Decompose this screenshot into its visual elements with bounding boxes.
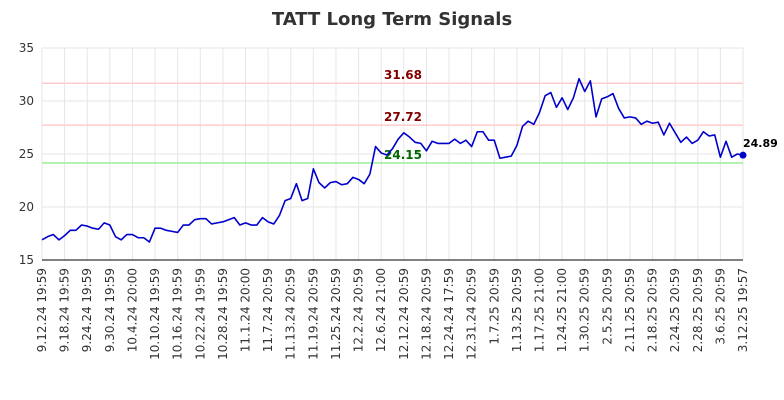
x-tick-label: 11.1.24 20:00 [239,268,253,352]
x-tick-label: 10.28.24 19:59 [216,268,230,360]
y-tick-label: 20 [19,200,34,214]
x-tick-label: 2.11.25 20:59 [623,268,637,352]
price-series-line [41,77,744,243]
y-tick-label: 15 [19,253,34,267]
x-axis-ticks: 9.12.24 19:59 9.18.24 19:59 9.24.24 19:59 9… [35,268,750,360]
x-tick-label: 1.13.25 20:59 [510,268,524,352]
signal-levels: 31.68 27.72 24.15 [42,68,743,164]
x-tick-label: 1.24.25 21:00 [555,268,569,352]
x-tick-label: 12.6.24 21:00 [374,268,388,352]
y-tick-label: 25 [19,147,34,161]
last-value-marker: 24.89 [739,137,778,159]
y-axis-ticks: 15 20 25 30 35 [19,41,34,267]
x-tick-label: 9.30.24 19:59 [103,268,117,352]
x-tick-label: 2.28.25 20:59 [691,268,705,352]
x-tick-label: 2.24.25 20:59 [668,268,682,352]
x-tick-label: 11.7.24 20:59 [261,268,275,352]
x-tick-label: 2.18.25 20:59 [646,268,660,352]
x-tick-label: 1.17.25 21:00 [532,268,546,352]
x-tick-label: 12.2.24 20:59 [352,268,366,352]
y-tick-label: 35 [19,41,34,55]
x-tick-label: 3.12.25 19:57 [736,268,750,352]
x-tick-label: 12.24.24 17:59 [442,268,456,360]
signal-level-label: 24.15 [384,148,422,162]
x-tick-label: 9.12.24 19:59 [35,268,49,352]
y-tick-label: 30 [19,94,34,108]
x-tick-label: 12.12.24 20:59 [397,268,411,360]
x-tick-label: 11.19.24 20:59 [306,268,320,360]
signal-level-label: 27.72 [384,110,422,124]
x-tick-label: 1.30.25 20:59 [578,268,592,352]
x-tick-label: 3.6.25 20:59 [713,268,727,345]
x-tick-label: 9.24.24 19:59 [80,268,94,352]
x-tick-label: 10.16.24 19:59 [171,268,185,360]
x-tick-label: 12.31.24 20:59 [465,268,479,360]
x-tick-label: 11.13.24 20:59 [284,268,298,360]
x-tick-label: 1.7.25 20:59 [487,268,501,345]
x-tick-label: 12.18.24 20:59 [419,268,433,360]
x-tick-label: 11.25.24 20:59 [329,268,343,360]
last-value-label: 24.89 [743,137,778,150]
x-tick-label: 2.5.25 20:59 [600,268,614,345]
x-tick-label: 9.18.24 19:59 [58,268,72,352]
series [41,77,744,243]
last-value-point [739,151,747,159]
chart-title: TATT Long Term Signals [272,9,512,30]
signal-level-label: 31.68 [384,68,422,82]
x-tick-label: 10.10.24 19:59 [148,268,162,360]
x-tick-label: 10.4.24 20:00 [125,268,139,352]
x-tick-label: 10.22.24 19:59 [193,268,207,360]
